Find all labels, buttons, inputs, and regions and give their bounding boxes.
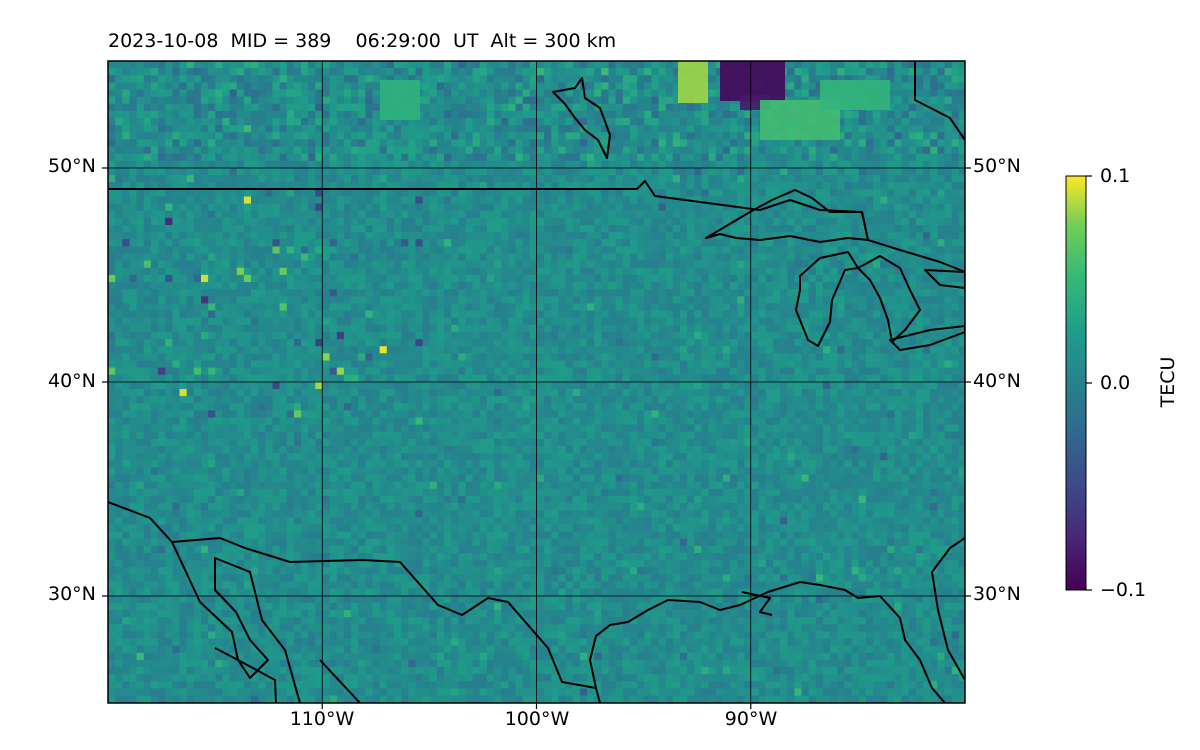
coastlines [108, 61, 965, 703]
tec-grid [108, 61, 965, 703]
lake-huron [857, 255, 921, 343]
lat-label-right-50: 50°N [973, 155, 1021, 177]
baja-west [214, 647, 277, 703]
lat-label-left-30: 30°N [48, 583, 96, 605]
colorbar-tick-zero: 0.0 [1100, 372, 1131, 394]
labrador-coast [914, 61, 965, 141]
lon-label-90w: 90°W [724, 708, 778, 730]
colorbar-tick-max: 0.1 [1100, 165, 1131, 187]
colorbar-tick-min: −0.1 [1100, 579, 1147, 601]
lon-label-100w: 100°W [504, 708, 570, 730]
florida-east [931, 537, 965, 681]
mississippi-delta [741, 591, 773, 616]
lake-superior [705, 189, 869, 243]
lon-label-110w: 110°W [289, 708, 355, 730]
map-title: 2023-10-08 MID = 389 06:29:00 UT Alt = 3… [108, 30, 617, 52]
us-canada-border [108, 180, 965, 273]
lake-michigan [795, 251, 859, 347]
lake-ontario [924, 269, 965, 289]
lat-label-right-40: 40°N [973, 370, 1021, 392]
colorbar-label: TECU [1157, 356, 1179, 408]
graticule [108, 61, 965, 703]
hudson-bay-coast [552, 77, 611, 159]
lat-label-left-50: 50°N [48, 155, 96, 177]
gulf-of-california [171, 541, 301, 703]
mexico-border [108, 501, 601, 703]
gulf-coast [589, 581, 946, 703]
baja-tip [319, 659, 361, 703]
lake-erie [889, 325, 965, 351]
colorbar [1065, 175, 1087, 591]
lat-label-left-40: 40°N [48, 370, 96, 392]
lat-label-right-30: 30°N [973, 583, 1021, 605]
